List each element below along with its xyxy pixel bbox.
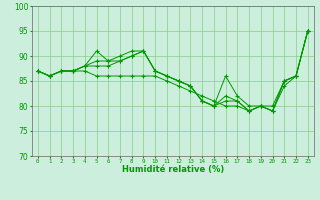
X-axis label: Humidité relative (%): Humidité relative (%) — [122, 165, 224, 174]
